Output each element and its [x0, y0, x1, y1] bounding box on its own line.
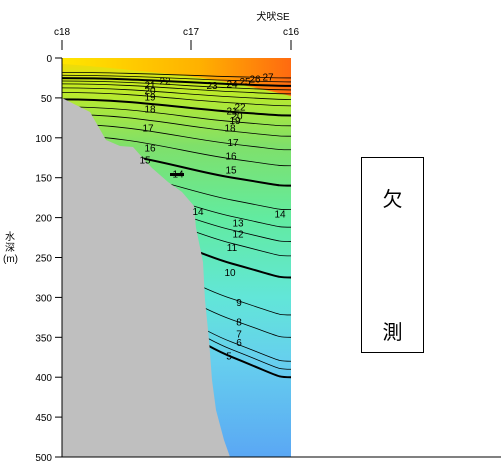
- station-markers: c18 c17 c16 犬吠SE: [54, 10, 300, 50]
- y-tick-label: 100: [35, 134, 52, 145]
- contour-label: 22: [234, 103, 246, 114]
- contour-label: 19: [229, 116, 241, 127]
- contour-label: 17: [227, 138, 239, 149]
- section-title: 犬吠SE: [256, 10, 290, 23]
- contour-label: 25: [239, 77, 251, 88]
- isotherm-line: [62, 123, 291, 151]
- contour-label: 19: [144, 92, 156, 103]
- missing-char: 欠: [382, 187, 403, 211]
- contour-labels: 2726252423222120191817161514222120191817…: [139, 72, 286, 362]
- contour-label: 24: [226, 80, 238, 91]
- contour-label: 7: [236, 329, 242, 340]
- isotherm-line: [62, 74, 291, 83]
- y-axis: 0 50 100 150 200 250 300 350 400 450 500: [35, 54, 501, 463]
- isotherm-line: [62, 77, 291, 87]
- missing-data-box: 欠 測: [361, 157, 424, 353]
- contour-label: 9: [236, 298, 242, 309]
- contour-label: 5: [226, 352, 232, 363]
- y-tick-label: 300: [35, 293, 52, 304]
- contour-label: 21: [144, 80, 156, 91]
- isotherm-line: [62, 71, 291, 79]
- station-label: c18: [54, 27, 71, 38]
- y-tick-label: 250: [35, 254, 52, 265]
- contour-label: 20: [144, 86, 156, 97]
- isotherm-line: [62, 98, 291, 117]
- y-tick-label: 50: [41, 94, 53, 105]
- contour-label: 14: [192, 207, 204, 218]
- missing-char: 測: [382, 320, 403, 344]
- contour-label: 14: [274, 210, 286, 221]
- contour-label: 16: [225, 151, 237, 162]
- contour-label: 18: [144, 104, 156, 115]
- warm-surface-layer: [62, 58, 291, 96]
- seafloor: [62, 98, 230, 457]
- contour-label: 21: [226, 107, 238, 118]
- y-tick-label: 500: [35, 453, 52, 463]
- station-label: c16: [283, 27, 300, 38]
- contour-label: 27: [262, 72, 274, 83]
- isotherm-line: [62, 92, 291, 107]
- isotherm-line: [62, 106, 291, 127]
- contour-label: 6: [236, 338, 242, 349]
- isotherm-line: [62, 113, 291, 137]
- contour-label: 13: [232, 218, 244, 229]
- contour-label: 22: [159, 76, 171, 87]
- y-tick-label: 400: [35, 373, 52, 384]
- y-axis-label: 水深(m): [3, 232, 18, 265]
- y-tick-label: 150: [35, 174, 52, 185]
- y-tick-label: 350: [35, 333, 52, 344]
- contour-label: 14: [172, 170, 184, 181]
- contour-label: 17: [142, 123, 154, 134]
- contour-label: 8: [236, 317, 242, 328]
- isotherm-line: [62, 80, 291, 91]
- isotherm-line: [62, 87, 291, 100]
- y-ticks: 0 50 100 150 200 250 300 350 400 450 500: [35, 54, 62, 463]
- contour-label: 18: [224, 123, 236, 134]
- isotherm-line: [62, 83, 291, 95]
- y-tick-label: 450: [35, 413, 52, 424]
- contour-label: 26: [249, 75, 261, 86]
- station-label: c17: [183, 27, 200, 38]
- contour-label: 11: [227, 243, 238, 254]
- contour-label: 15: [225, 166, 237, 177]
- contour-label: 16: [144, 143, 156, 154]
- isotherm-line: [62, 135, 291, 167]
- contour-label: 12: [232, 230, 244, 241]
- y-tick-label: 0: [46, 54, 52, 65]
- y-tick-label: 200: [35, 214, 52, 225]
- contour-label: 23: [206, 81, 218, 92]
- contour-label: 15: [139, 155, 151, 166]
- contour-label: 10: [224, 268, 236, 279]
- bottom-inlet: [170, 173, 184, 176]
- contour-label: 20: [231, 111, 243, 122]
